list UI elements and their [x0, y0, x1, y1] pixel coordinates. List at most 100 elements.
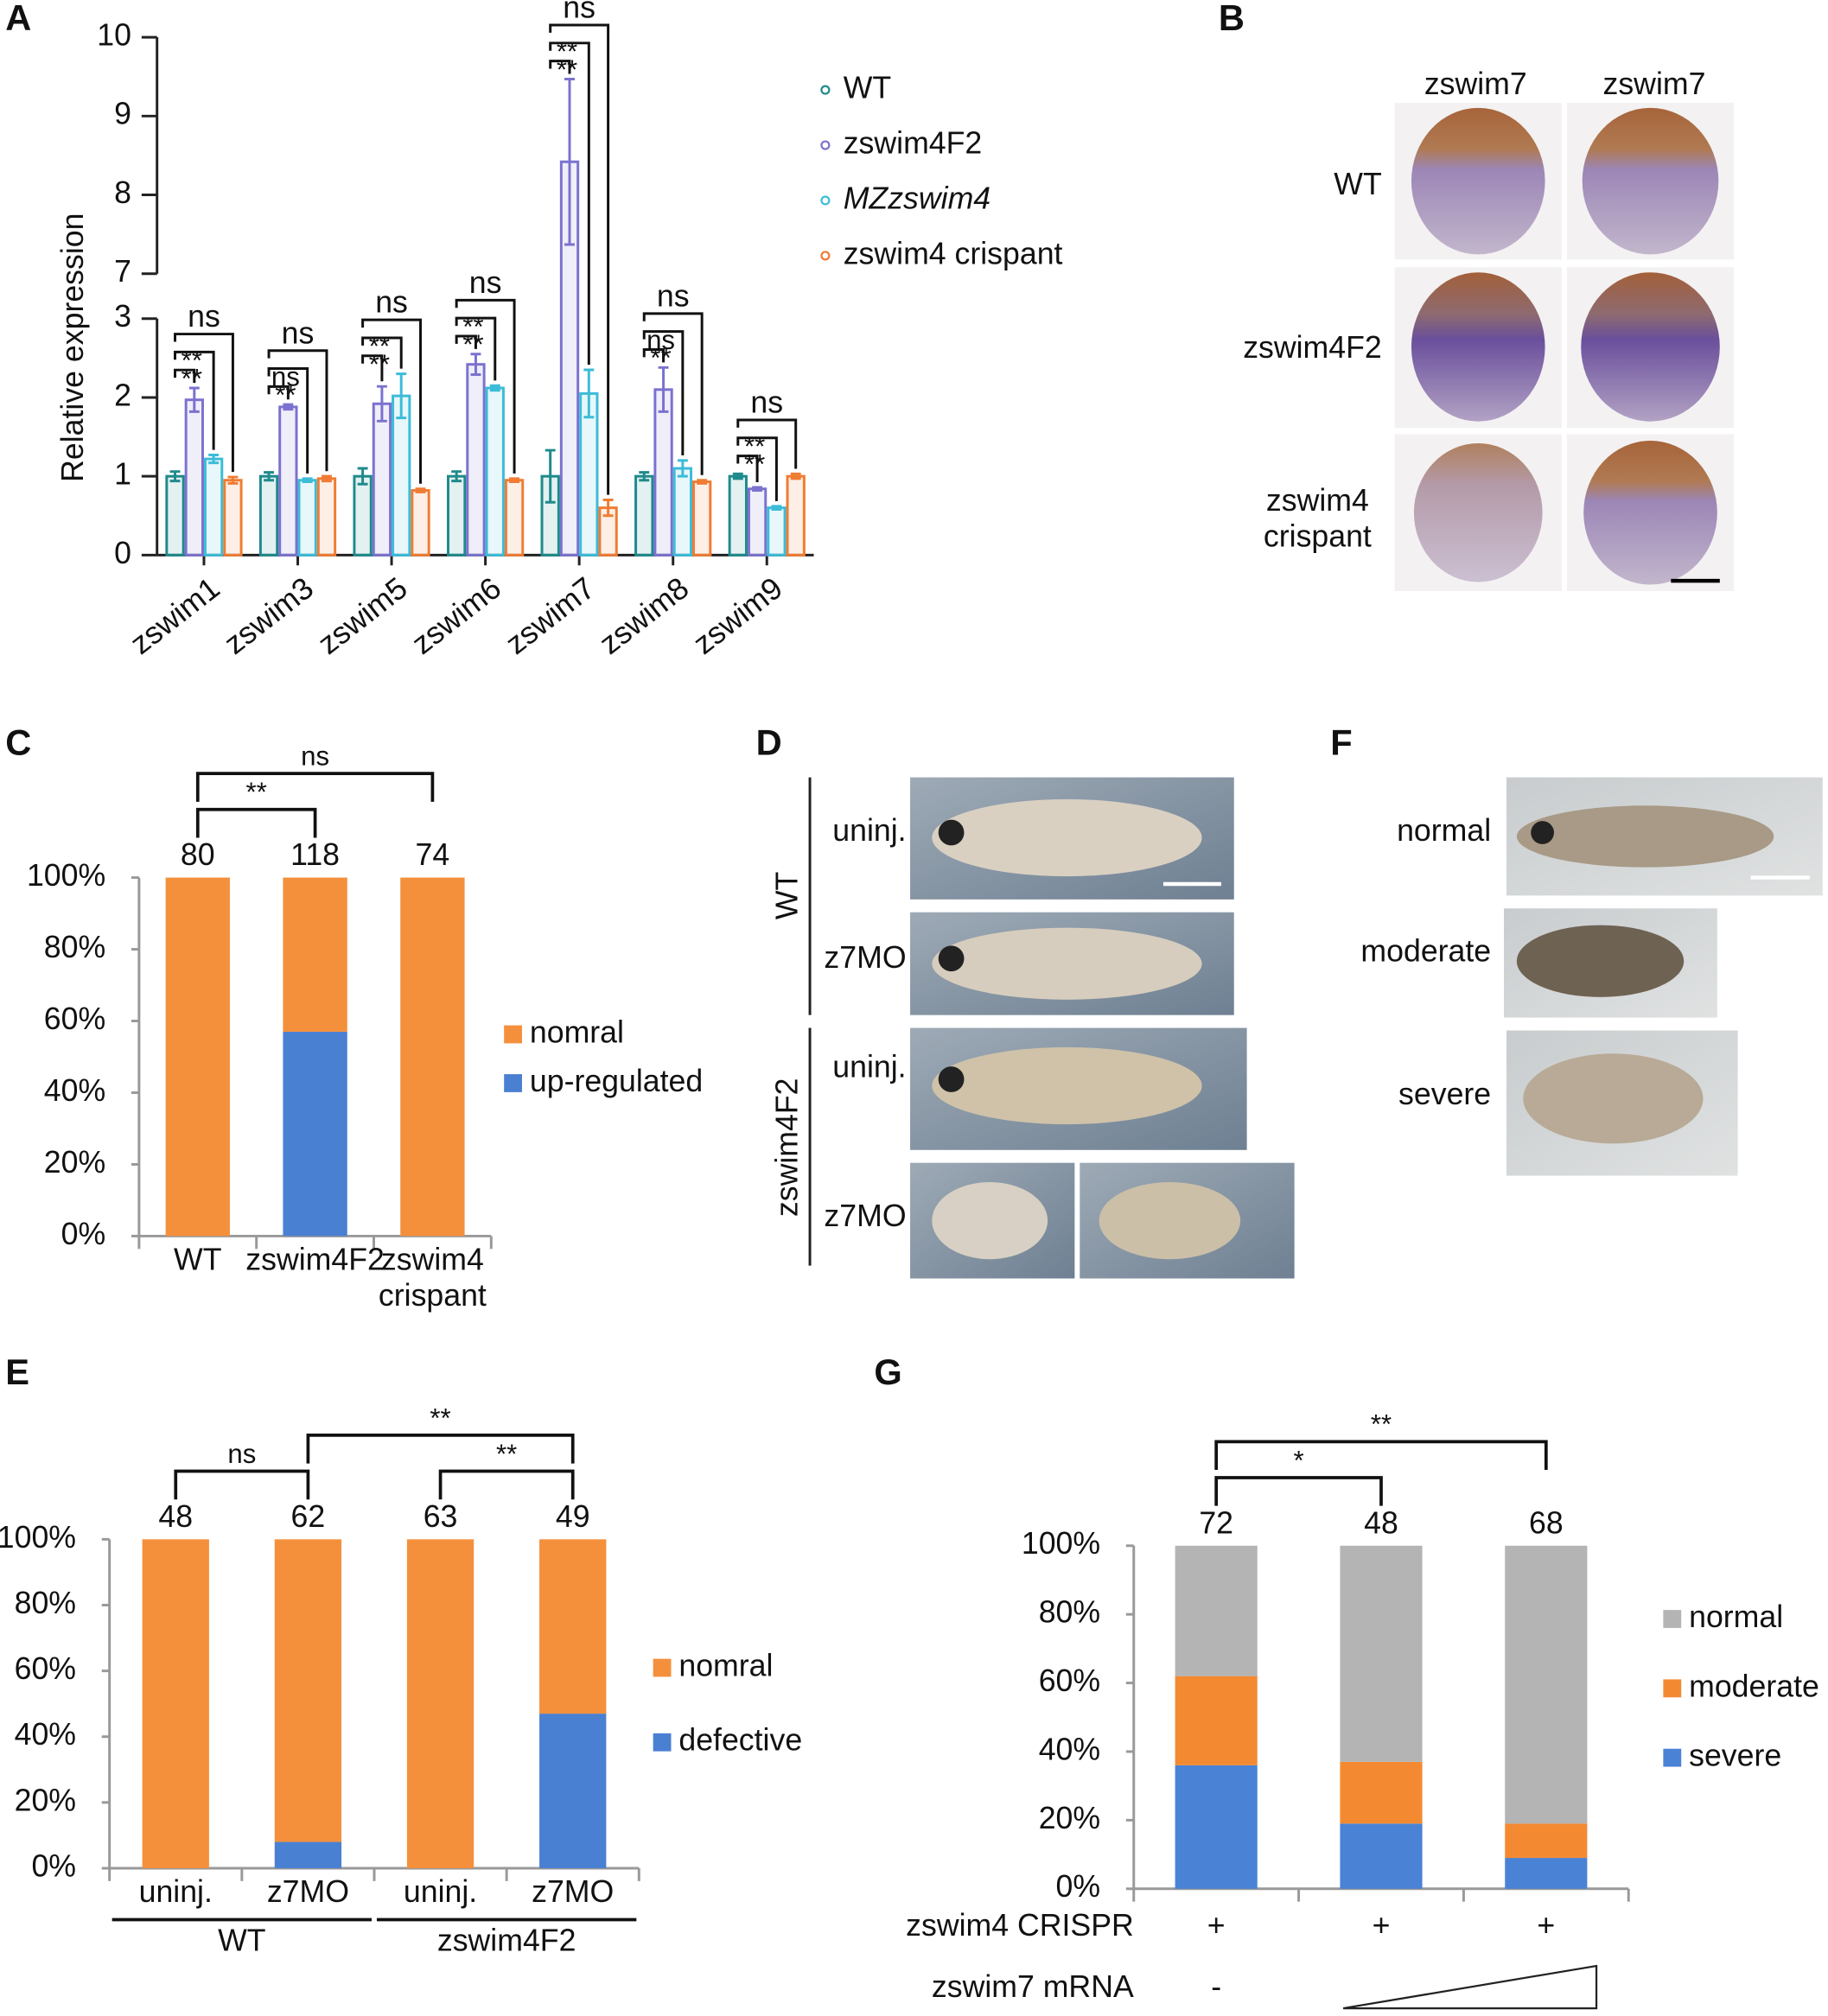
bar-segment [1340, 1545, 1423, 1762]
bar [767, 506, 787, 556]
x-tick-label: zswim6 [405, 570, 507, 661]
significance-bracket [174, 368, 196, 384]
y-tick-label: 20% [1039, 1801, 1100, 1835]
bar [392, 394, 411, 556]
row-label: z7MO [824, 1199, 906, 1233]
error-bar [322, 474, 332, 483]
x-tick-label: crispant [379, 1278, 487, 1313]
bar-segment [142, 1539, 209, 1869]
error-bar [376, 385, 387, 423]
panel-letter: C [5, 722, 31, 762]
error-bar [169, 470, 181, 483]
legend-swatch [653, 1658, 672, 1677]
y-tick-label: 0 [114, 536, 131, 570]
row-value: + [1537, 1908, 1555, 1943]
bar [223, 479, 243, 556]
row-label: severe [1398, 1077, 1491, 1111]
bar [258, 474, 279, 556]
error-bar [188, 386, 200, 413]
panel-d: D WT zswim4F2 uninj. z7MO uninj. z7MO [756, 722, 1295, 1279]
total-label: 62 [291, 1499, 326, 1534]
significance-bracket [361, 318, 423, 484]
bar-segment [274, 1841, 342, 1869]
legend-label: normal [1689, 1599, 1783, 1634]
bar-segment [1175, 1676, 1258, 1765]
legend-label: zswim4F2 [844, 125, 983, 160]
row-label: zswim7 mRNA [932, 1969, 1134, 2004]
significance-label: ** [650, 343, 671, 373]
bar [672, 467, 693, 556]
legend-label: WT [844, 71, 891, 105]
bar-segment [274, 1539, 342, 1842]
x-tick-label: zswim3 [218, 570, 320, 661]
significance-label: ns [563, 0, 596, 25]
error-bar [732, 472, 743, 480]
bar [466, 363, 486, 556]
significance-label: ** [557, 54, 577, 85]
error-bar [470, 353, 481, 376]
y-tick-label: 3 [114, 299, 131, 334]
dose-triangle [1342, 1964, 1598, 2010]
significance-bracket [1214, 1440, 1548, 1471]
legend-marker [820, 251, 831, 261]
row-label: z7MO [824, 940, 906, 975]
legend-swatch [504, 1025, 522, 1044]
panel-f: F normal moderate severe [1330, 722, 1823, 1176]
bar-segment [1505, 1823, 1588, 1859]
error-bar [677, 459, 688, 478]
legend-label: severe [1689, 1739, 1781, 1773]
significance-bracket [267, 385, 290, 400]
bar-segment [1340, 1761, 1423, 1824]
significance-bracket [642, 330, 685, 455]
error-bar [545, 448, 556, 504]
bar [184, 398, 204, 556]
bar [692, 480, 712, 556]
group-label: zswim4F2 [437, 1924, 576, 1958]
significance-bracket [736, 455, 759, 482]
x-tick-label: WT [174, 1243, 221, 1277]
x-tick-label: zswim8 [593, 570, 695, 661]
legend-swatch [504, 1074, 522, 1092]
significance-label: ** [182, 363, 202, 393]
significance-bracket [455, 334, 477, 349]
legend-swatch [1663, 1748, 1682, 1767]
error-bar [752, 486, 763, 493]
error-bar [658, 366, 669, 413]
row-label: uninj. [832, 1050, 906, 1084]
significance-bracket [174, 333, 234, 473]
row-value: - [1211, 1969, 1221, 2004]
legend-label: defective [678, 1723, 802, 1758]
significance-label: ns [375, 285, 408, 320]
significance-bracket [736, 436, 778, 501]
y-tick-label: 0% [61, 1217, 106, 1251]
legend-label: nomral [678, 1648, 773, 1682]
tadpole-photos [910, 777, 1295, 1279]
row-label: WT [1334, 167, 1381, 201]
significance-bracket [267, 349, 328, 472]
bar-segment [283, 877, 347, 1032]
tadpole-photos [1504, 777, 1823, 1176]
significance-bracket [267, 367, 309, 474]
column-header: zswim7 [1424, 67, 1527, 101]
error-bar [639, 471, 650, 482]
bar-segment [1175, 1765, 1258, 1889]
x-tick-label: zswim4F2 [245, 1243, 385, 1277]
bar [316, 477, 337, 556]
error-bar [396, 372, 407, 420]
y-tick-label: 40% [15, 1717, 76, 1752]
significance-label: ** [369, 349, 390, 379]
bar-segment [400, 877, 465, 1237]
total-label: 80 [181, 837, 215, 872]
group-label: WT [770, 872, 805, 919]
significance-label: ns [227, 1439, 256, 1469]
legend-label: up-regulated [530, 1064, 703, 1098]
row-label: normal [1397, 813, 1491, 848]
significance-label: ** [182, 346, 202, 376]
significance-bracket [195, 807, 317, 838]
bar [728, 474, 748, 556]
bar [278, 405, 298, 556]
error-bar [771, 505, 782, 511]
significance-bracket [174, 350, 215, 450]
